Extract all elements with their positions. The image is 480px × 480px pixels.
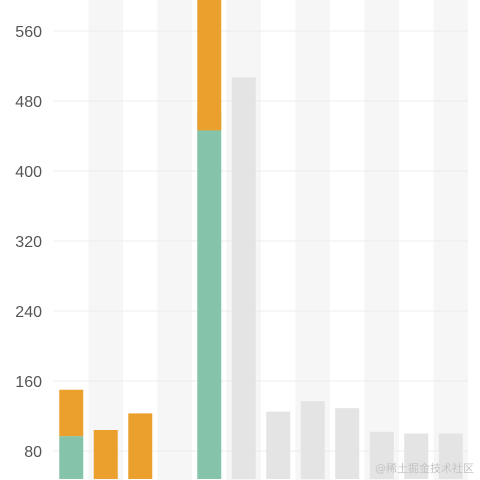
bar-segment (197, 0, 222, 131)
column-band (157, 0, 192, 480)
bar-segment (59, 436, 84, 480)
y-tick-label: 80 (24, 444, 42, 461)
bar-segment (438, 433, 463, 479)
bar-segment (231, 77, 256, 480)
bar-segment (93, 430, 118, 479)
bars (59, 0, 463, 480)
y-tick-label: 400 (15, 164, 42, 181)
bar-segment (128, 413, 153, 480)
y-axis-tick-labels: 80 160 240 320 400 480 560 (15, 24, 42, 461)
bar-segment (369, 431, 394, 479)
y-tick-label: 480 (15, 94, 42, 111)
y-tick-label: 240 (15, 304, 42, 321)
gridlines (54, 30, 468, 452)
bar-segment (300, 401, 325, 480)
column-band (364, 0, 399, 480)
y-tick-label: 560 (15, 24, 42, 41)
bar-segment (197, 110, 222, 480)
y-tick-label: 320 (15, 234, 42, 251)
bar-segment (59, 389, 84, 437)
bar-segment (335, 408, 360, 480)
column-band (88, 0, 123, 480)
watermark: @稀土掘金技术社区 (375, 462, 474, 475)
column-bands (88, 0, 468, 480)
column-band (433, 0, 468, 480)
column-band (295, 0, 330, 480)
bar-segment (266, 411, 291, 480)
bar-segment (404, 433, 429, 479)
y-tick-label: 160 (15, 374, 42, 391)
